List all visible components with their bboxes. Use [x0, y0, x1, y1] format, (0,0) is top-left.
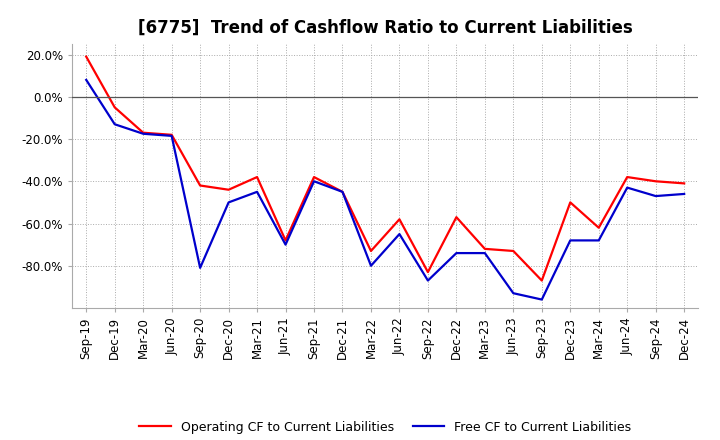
Free CF to Current Liabilities [480, 250, 489, 256]
Operating CF to Current Liabilities [167, 132, 176, 137]
Operating CF to Current Liabilities [595, 225, 603, 231]
Operating CF to Current Liabilities [623, 174, 631, 180]
Line: Operating CF to Current Liabilities: Operating CF to Current Liabilities [86, 57, 684, 281]
Operating CF to Current Liabilities [452, 215, 461, 220]
Free CF to Current Liabilities [139, 131, 148, 136]
Operating CF to Current Liabilities [196, 183, 204, 188]
Operating CF to Current Liabilities [652, 179, 660, 184]
Free CF to Current Liabilities [537, 297, 546, 302]
Operating CF to Current Liabilities [82, 54, 91, 59]
Free CF to Current Liabilities [225, 200, 233, 205]
Operating CF to Current Liabilities [366, 248, 375, 253]
Free CF to Current Liabilities [167, 133, 176, 139]
Operating CF to Current Liabilities [680, 181, 688, 186]
Operating CF to Current Liabilities [566, 200, 575, 205]
Free CF to Current Liabilities [196, 265, 204, 271]
Operating CF to Current Liabilities [537, 278, 546, 283]
Free CF to Current Liabilities [82, 77, 91, 83]
Free CF to Current Liabilities [452, 250, 461, 256]
Free CF to Current Liabilities [623, 185, 631, 190]
Free CF to Current Liabilities [395, 231, 404, 237]
Operating CF to Current Liabilities [395, 216, 404, 222]
Free CF to Current Liabilities [595, 238, 603, 243]
Free CF to Current Liabilities [566, 238, 575, 243]
Free CF to Current Liabilities [423, 278, 432, 283]
Free CF to Current Liabilities [253, 189, 261, 194]
Operating CF to Current Liabilities [282, 238, 290, 243]
Free CF to Current Liabilities [680, 191, 688, 197]
Operating CF to Current Liabilities [509, 248, 518, 253]
Operating CF to Current Liabilities [253, 174, 261, 180]
Free CF to Current Liabilities [282, 242, 290, 247]
Operating CF to Current Liabilities [310, 174, 318, 180]
Free CF to Current Liabilities [310, 179, 318, 184]
Title: [6775]  Trend of Cashflow Ratio to Current Liabilities: [6775] Trend of Cashflow Ratio to Curren… [138, 19, 633, 37]
Free CF to Current Liabilities [509, 290, 518, 296]
Operating CF to Current Liabilities [139, 130, 148, 136]
Operating CF to Current Liabilities [480, 246, 489, 252]
Free CF to Current Liabilities [652, 194, 660, 199]
Operating CF to Current Liabilities [338, 189, 347, 194]
Legend: Operating CF to Current Liabilities, Free CF to Current Liabilities: Operating CF to Current Liabilities, Fre… [135, 416, 636, 439]
Free CF to Current Liabilities [338, 189, 347, 194]
Operating CF to Current Liabilities [225, 187, 233, 192]
Line: Free CF to Current Liabilities: Free CF to Current Liabilities [86, 80, 684, 300]
Operating CF to Current Liabilities [423, 269, 432, 275]
Free CF to Current Liabilities [110, 121, 119, 127]
Free CF to Current Liabilities [366, 263, 375, 268]
Operating CF to Current Liabilities [110, 105, 119, 110]
